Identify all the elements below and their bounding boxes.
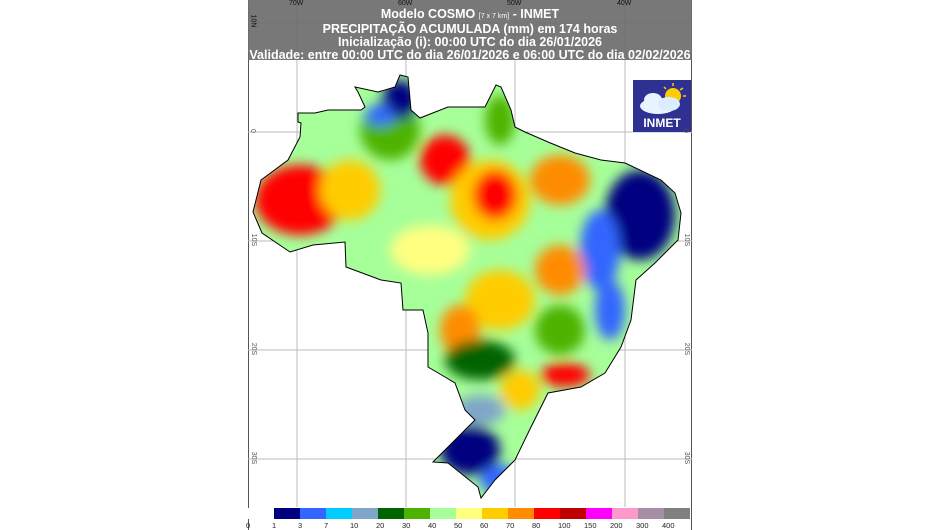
- model-institution: - INMET: [512, 7, 560, 21]
- legend-swatch: [248, 508, 274, 519]
- legend-swatch: [482, 508, 508, 519]
- legend-label: 10: [350, 521, 359, 530]
- lon-label: 60W: [398, 0, 413, 7]
- cloud-sun-icon: [640, 83, 686, 114]
- legend-label: 50: [454, 521, 463, 530]
- legend-label: 100: [558, 521, 571, 530]
- legend-swatch: [352, 508, 378, 519]
- legend-swatch: [664, 508, 690, 519]
- legend-label: 7: [324, 521, 329, 530]
- brazil-outline: [252, 74, 682, 500]
- map-header: Modelo COSMO [7 x 7 km] - INMET PRECIPIT…: [248, 0, 692, 62]
- lat-label: 10N: [249, 14, 257, 28]
- legend-label: 60: [480, 521, 489, 530]
- legend-label: 200: [610, 521, 623, 530]
- model-name: Modelo COSMO: [380, 7, 476, 21]
- legend-label: 400: [662, 521, 675, 530]
- legend-label: 300: [636, 521, 649, 530]
- legend-swatch: [560, 508, 586, 519]
- lon-label: 50W: [507, 0, 522, 7]
- legend-swatch: [300, 508, 326, 519]
- precipitation-field: [253, 75, 681, 498]
- legend-swatch: [378, 508, 404, 519]
- model-title: Modelo COSMO [7 x 7 km] - INMET: [248, 8, 692, 23]
- lat-label: 10S: [683, 233, 691, 247]
- legend-label: 80: [532, 521, 541, 530]
- lat-label: 30S: [683, 451, 691, 465]
- lat-label: 10S: [250, 233, 258, 247]
- lat-label: 20S: [683, 342, 691, 356]
- legend-label: 70: [506, 521, 515, 530]
- logo-text: INMET: [643, 116, 681, 130]
- legend-swatch: [612, 508, 638, 519]
- legend-label: 3: [298, 521, 303, 530]
- legend-label: 150: [584, 521, 597, 530]
- lon-label: 70W: [289, 0, 304, 7]
- precipitation-legend: 0 1 3 7 10 20 30 40 50 60 70 80 100 150 200 300 400: [246, 507, 692, 530]
- lat-label: 0: [248, 129, 256, 133]
- lon-label: 40W: [617, 0, 632, 7]
- initialization-text: Inicialização (i): 00:00 UTC do dia 26/0…: [338, 35, 602, 49]
- inmet-logo: INMET: [633, 80, 691, 132]
- legend-swatch: [430, 508, 456, 519]
- legend-label: 30: [402, 521, 411, 530]
- lat-label: 20S: [250, 342, 258, 356]
- product-title: PRECIPITAÇÃO ACUMULADA (mm) em 174 horas: [322, 22, 618, 36]
- legend-swatch: [534, 508, 560, 519]
- lat-label: 30S: [250, 451, 258, 465]
- legend-swatch: [404, 508, 430, 519]
- legend-swatch: [508, 508, 534, 519]
- legend-label: 20: [376, 521, 385, 530]
- legend-label: 0: [246, 521, 251, 530]
- legend-swatch: [638, 508, 664, 519]
- legend-swatch: [586, 508, 612, 519]
- legend-swatch: [326, 508, 352, 519]
- legend-label: 40: [428, 521, 437, 530]
- legend-label: 1: [272, 521, 277, 530]
- validity-text: Validade: entre 00:00 UTC do dia 26/01/2…: [249, 48, 691, 62]
- legend-swatch: [456, 508, 482, 519]
- legend-swatch: [274, 508, 300, 519]
- lat-label: 0: [681, 129, 689, 133]
- model-resolution: [7 x 7 km]: [478, 13, 510, 20]
